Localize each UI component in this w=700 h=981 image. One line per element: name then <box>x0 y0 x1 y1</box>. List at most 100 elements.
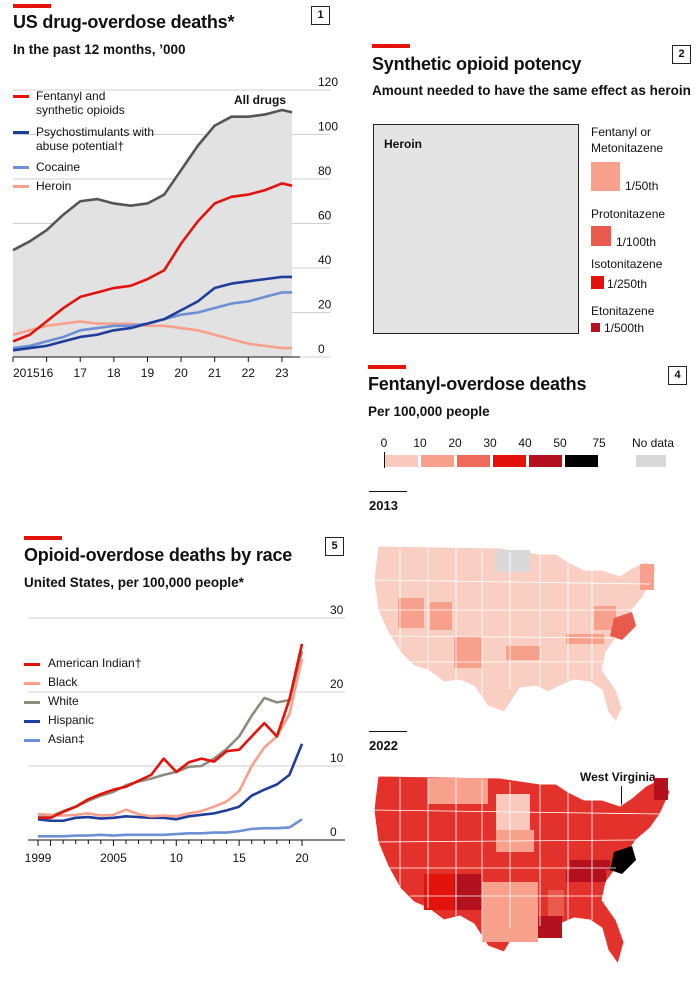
xtick-23: 23 <box>275 366 289 380</box>
potency-ratio-fentanyl: 1/50th <box>625 179 659 193</box>
panel2-title: Synthetic opioid potency <box>372 54 582 74</box>
legend5-label-hispanic: Hispanic <box>48 713 95 727</box>
map-2013-state-borders <box>373 548 651 700</box>
callout-west-virginia: West Virginia <box>580 770 656 784</box>
ytick5-10: 10 <box>330 751 344 765</box>
scale-swatch-10-20 <box>421 455 454 467</box>
ytick5-30: 30 <box>330 603 344 617</box>
legend5-swatch-white <box>24 701 40 704</box>
annotation-all-drugs: All drugs <box>234 93 287 107</box>
map-2013-state-ut <box>430 602 452 630</box>
legend-label-psychostimulants: Psychostimulants with abuse potential† <box>36 125 155 153</box>
potency-name-isotonitazene: Isotonitazene <box>591 257 663 271</box>
xtick-21: 21 <box>208 366 222 380</box>
panel5-chart: 0 10 20 30 1999 2005 10 15 20 <box>25 603 345 865</box>
xtick-17: 17 <box>74 366 88 380</box>
ytick-100: 100 <box>318 120 338 134</box>
potency-name-fentanyl: Fentanyl or Metonitazene <box>591 124 663 156</box>
legend5-swatch-black <box>24 682 40 685</box>
map-2013-state-wv <box>610 612 636 640</box>
map-2022-state-mt <box>428 778 488 804</box>
panel2-number: 2 <box>672 45 691 64</box>
legend-swatch-psychostimulants <box>13 131 29 134</box>
panel4-title: Fentanyl-overdose deaths <box>368 374 587 394</box>
map-2022-state-ky <box>570 860 610 870</box>
us-map-2022-outline <box>373 775 671 966</box>
legend-label-heroin: Heroin <box>36 179 72 193</box>
legend5-swatch-american-indian <box>24 663 40 666</box>
potency-ratio-isotonitazene: 1/250th <box>607 277 648 291</box>
potency-ratio-etonitazene: 1/500th <box>604 321 645 335</box>
series5-line-black <box>37 658 304 818</box>
scale-label-0: 0 <box>380 436 388 450</box>
xtick5-2005: 2005 <box>100 851 127 865</box>
panel1-chart: 0 20 40 60 80 100 120 2015 16 17 18 19 20 21 22 23 <box>12 75 338 380</box>
ytick-0: 0 <box>318 342 325 356</box>
scale-swatch-no-data <box>636 455 666 467</box>
map-2013-state-ne-corner <box>640 564 654 590</box>
xtick5-1999: 1999 <box>25 851 52 865</box>
panel5-number: 5 <box>325 537 344 556</box>
scale-label-75: 75 <box>592 436 606 450</box>
scale-label-30: 30 <box>483 436 497 450</box>
panel5-title: Opioid-overdose deaths by race <box>24 545 293 565</box>
xtick5-10: 10 <box>170 851 184 865</box>
panel5-accent-bar <box>24 536 62 540</box>
series-line-psychostimulants-with-abuse-potential- <box>12 275 292 352</box>
map-2022-state-nm <box>454 874 482 910</box>
ytick-20: 20 <box>318 298 332 312</box>
potency-square-isotonitazene <box>591 276 604 289</box>
potency-ratio-protonitazene: 1/100th <box>616 235 657 249</box>
scale-swatch-0-10 <box>385 455 418 467</box>
legend-swatch-fentanyl <box>13 95 29 98</box>
map-2022-state-az <box>424 874 454 910</box>
xtick-18: 18 <box>107 366 121 380</box>
panel4-number: 4 <box>668 366 687 385</box>
legend-swatch-heroin <box>13 185 29 188</box>
potency-square-protonitazene <box>591 226 611 246</box>
series5-line-american-indian- <box>38 643 304 820</box>
map-2013-state-ky <box>566 634 604 644</box>
xtick5-15: 15 <box>232 851 246 865</box>
map-2013-state-oh <box>594 606 616 630</box>
map-2013-state-nv <box>398 598 424 628</box>
panel2-accent-bar <box>372 44 410 48</box>
scale-swatch-40-50 <box>529 455 562 467</box>
potency-square-fentanyl <box>591 162 620 191</box>
panel1-accent-bar <box>13 4 51 8</box>
xtick5-20: 20 <box>295 851 309 865</box>
xtick-20: 20 <box>174 366 188 380</box>
potency-name-etonitazene: Etonitazene <box>591 304 655 318</box>
heroin-square <box>373 124 579 334</box>
ytick-120: 120 <box>318 75 338 89</box>
series-line-fentanyl-and-synthetic-opioids <box>12 182 293 343</box>
map-year-2013: 2013 <box>369 491 407 513</box>
legend-label-fentanyl: Fentanyl and synthetic opioids <box>36 89 125 117</box>
map-2022-state-la <box>538 916 562 938</box>
map-2013-state-nm <box>454 636 482 668</box>
panel1-title: US drug-overdose deaths* <box>13 12 235 32</box>
map-2013 <box>373 545 657 723</box>
legend-label-cocaine: Cocaine <box>36 160 81 174</box>
xtick-22: 22 <box>242 366 256 380</box>
legend-swatch-cocaine <box>13 166 29 169</box>
potency-name-protonitazene: Protonitazene <box>591 207 666 221</box>
panel2-subtitle: Amount needed to have the same effect as… <box>372 83 691 98</box>
map-2022-state-borders <box>373 778 661 940</box>
panel5-subtitle: United States, per 100,000 people* <box>24 575 244 590</box>
scale-swatch-50-75 <box>565 455 598 467</box>
map-2022-state-tn <box>566 870 606 882</box>
panel1-subtitle: In the past 12 months, ’000 <box>13 42 186 57</box>
scale-label-40: 40 <box>518 436 532 450</box>
legend5-label-white: White <box>48 694 79 708</box>
potency-square-etonitazene <box>591 323 600 332</box>
scale-swatch-30-40 <box>493 455 526 467</box>
scale-divider-line <box>384 452 601 468</box>
heroin-label: Heroin <box>384 137 423 151</box>
map-2022-state-wv <box>610 846 636 874</box>
ytick5-20: 20 <box>330 677 344 691</box>
panel1-number: 1 <box>311 6 330 25</box>
potency-name-fentanyl-line1: Fentanyl or <box>591 125 652 139</box>
ytick-60: 60 <box>318 209 332 223</box>
scale-label-50: 50 <box>553 436 567 450</box>
